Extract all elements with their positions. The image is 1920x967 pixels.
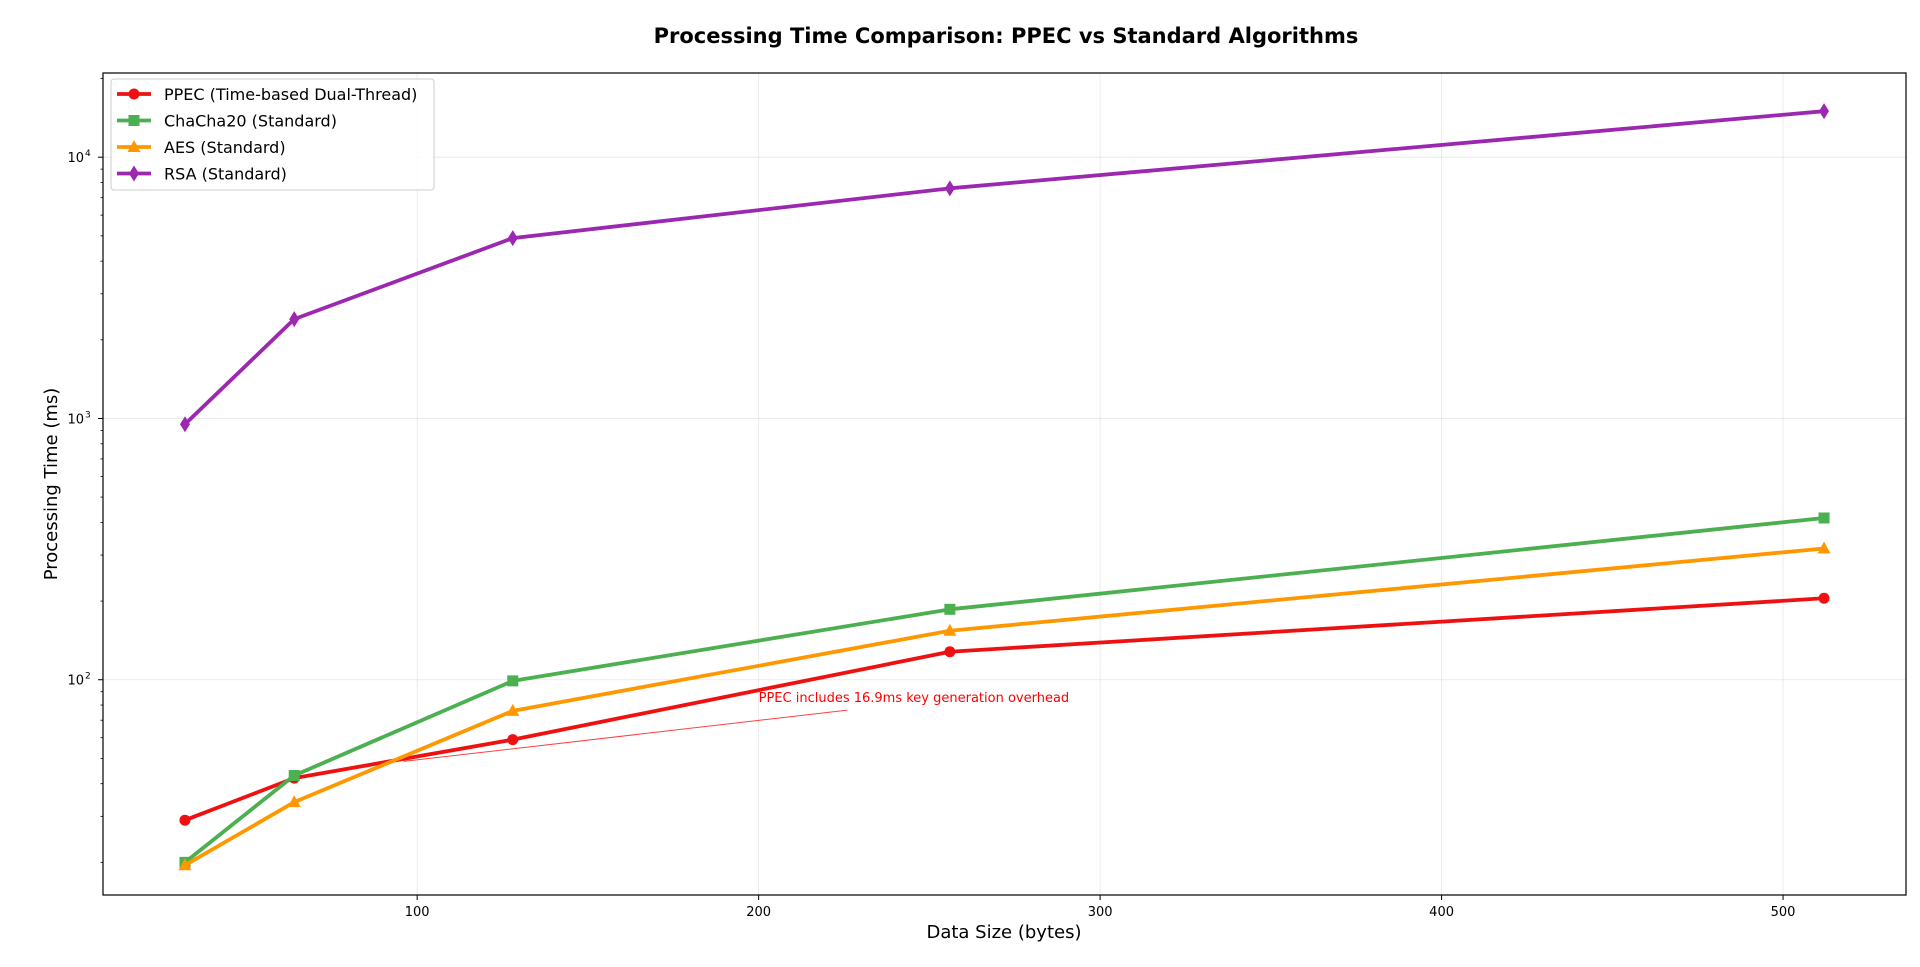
data-point	[507, 675, 519, 687]
y-tick-label: 10 2	[67, 672, 90, 689]
legend-box	[110, 78, 435, 191]
x-axis-label: Data Size (bytes)	[926, 922, 1081, 943]
data-point	[288, 769, 300, 781]
series-line	[183, 516, 1826, 865]
series-3	[179, 103, 1830, 433]
data-point	[943, 623, 957, 636]
data-point	[289, 311, 300, 328]
data-point	[507, 230, 518, 247]
data-point	[944, 180, 955, 197]
legend-marker	[128, 115, 140, 126]
series-2	[178, 541, 1831, 871]
data-point	[944, 646, 956, 658]
series-line	[183, 596, 1826, 823]
annotation-text: PPEC includes 16.9ms key generation over…	[759, 691, 1070, 706]
legend: PPEC (Time-based Dual-Thread) ChaCha20 (S…	[110, 78, 435, 191]
data-point	[179, 814, 191, 826]
x-tick-label: 100	[405, 905, 430, 920]
y-tick-exponent: 3	[85, 410, 91, 420]
data-point	[1818, 592, 1830, 604]
series-0	[179, 592, 1830, 826]
legend-entry: ChaCha20 (Standard)	[117, 112, 337, 131]
legend-entry: RSA (Standard)	[117, 165, 287, 184]
plot-frame	[102, 72, 1907, 896]
chart-title: Processing Time Comparison: PPEC vs Stan…	[654, 24, 1359, 48]
annotation: PPEC includes 16.9ms key generation over…	[403, 691, 1070, 762]
legend-label: AES (Standard)	[164, 138, 286, 157]
series-line	[183, 546, 1826, 868]
x-tick-label: 300	[1088, 905, 1113, 920]
data-point	[1819, 103, 1830, 120]
data-point	[507, 734, 519, 746]
legend-marker	[128, 88, 140, 100]
data-point	[1818, 512, 1830, 524]
legend-marker	[129, 165, 139, 182]
y-tick-base: 10	[67, 151, 84, 166]
legend-entry: PPEC (Time-based Dual-Thread)	[117, 85, 417, 104]
x-tick-label: 500	[1771, 905, 1796, 920]
x-tick-label: 200	[746, 905, 771, 920]
y-tick-base: 10	[67, 674, 84, 689]
legend-label: PPEC (Time-based Dual-Thread)	[164, 85, 417, 104]
y-tick-exponent: 4	[85, 149, 91, 159]
grid	[103, 73, 1906, 895]
annotation-arrow	[403, 709, 848, 762]
legend-label: ChaCha20 (Standard)	[164, 112, 337, 131]
data-point	[178, 858, 192, 871]
data-point	[1817, 541, 1831, 554]
series-1	[179, 512, 1830, 868]
data-point	[944, 603, 956, 615]
legend-entry: AES (Standard)	[117, 138, 286, 157]
data-point	[506, 703, 520, 716]
y-tick-base: 10	[67, 412, 84, 427]
legend-marker	[127, 140, 141, 152]
y-tick-label: 10 4	[67, 149, 91, 166]
series-layer	[178, 103, 1831, 871]
y-axis-label: Processing Time (ms)	[41, 388, 62, 581]
x-tick-label: 400	[1429, 905, 1454, 920]
data-point	[287, 795, 301, 808]
y-tick-label: 10 3	[67, 410, 90, 427]
data-point	[179, 416, 190, 433]
y-tick-exponent: 2	[85, 672, 91, 682]
legend-label: RSA (Standard)	[164, 165, 287, 184]
